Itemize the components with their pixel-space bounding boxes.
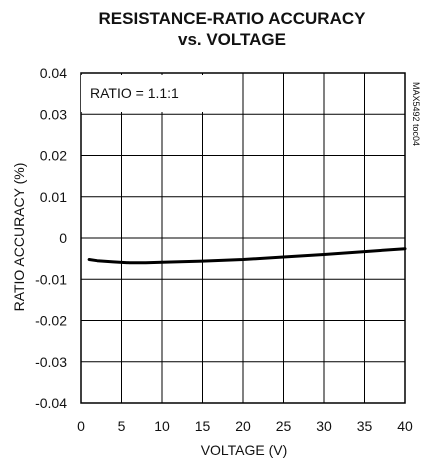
grid xyxy=(81,73,405,403)
x-tick-label: 15 xyxy=(195,418,211,434)
x-tick-label: 20 xyxy=(235,418,251,434)
y-tick-label: 0 xyxy=(59,230,67,246)
x-tick-label: 5 xyxy=(118,418,126,434)
y-tick-label: -0.02 xyxy=(35,313,67,329)
x-tick-label: 30 xyxy=(316,418,332,434)
x-tick-label: 40 xyxy=(397,418,413,434)
y-tick-label: -0.03 xyxy=(35,354,67,370)
y-axis-label: RATIO ACCURACY (%) xyxy=(11,163,27,312)
y-tick-label: 0.02 xyxy=(40,148,67,164)
y-tick-label: 0.01 xyxy=(40,189,67,205)
y-tick-label: 0.04 xyxy=(40,65,67,81)
side-code-label: MAX5492 toc04 xyxy=(411,82,421,146)
x-tick-label: 25 xyxy=(276,418,292,434)
y-tick-labels: 0.04 0.03 0.02 0.01 0 -0.01 -0.02 -0.03 -0.04 xyxy=(35,65,67,411)
y-tick-label: -0.04 xyxy=(35,395,67,411)
plot-frame xyxy=(80,72,406,404)
x-tick-labels: 0 5 10 15 20 25 30 35 40 xyxy=(77,418,413,434)
x-tick-label: 35 xyxy=(357,418,373,434)
y-tick-label: -0.01 xyxy=(35,271,67,287)
x-tick-label: 10 xyxy=(154,418,170,434)
chart-title-line-1: RESISTANCE-RATIO ACCURACY xyxy=(99,9,367,28)
annotation-box xyxy=(81,75,203,112)
annotation-ratio: RATIO = 1.1:1 xyxy=(90,85,179,101)
chart-title-line-2: vs. VOLTAGE xyxy=(178,30,286,49)
series-line xyxy=(87,247,407,265)
series-layer xyxy=(87,247,407,265)
y-tick-label: 0.03 xyxy=(40,106,67,122)
x-axis-label: VOLTAGE (V) xyxy=(201,442,288,458)
x-tick-label: 0 xyxy=(77,418,85,434)
